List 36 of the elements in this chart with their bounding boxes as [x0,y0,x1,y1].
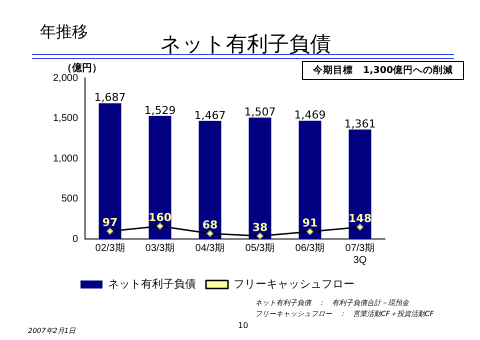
bar [248,118,272,239]
y-tick-label: 2,000 [52,72,78,84]
x-tick-label: 07/3期 3Q [345,242,375,266]
text: 10 [238,321,248,330]
data-label: 148 [348,212,372,225]
bar [348,129,372,239]
bar [298,120,322,239]
data-label: 91 [302,216,318,230]
data-label: 1,529 [144,104,176,117]
x-tick-label: 05/3期 [245,242,275,254]
x-tick-label: 02/3期 [95,242,125,254]
data-label: 38 [252,220,268,234]
data-label: 97 [102,216,118,230]
y-tick-label: 1,500 [52,113,78,124]
chart-title: ネット有利子負債 [160,31,331,58]
legend-label: フリーキャッシュフロー [234,278,354,291]
bar [148,116,172,239]
bar [98,103,122,239]
data-label: 1,469 [294,108,326,122]
bar [198,120,222,239]
legend-label: ネット有利子負債 [108,278,196,291]
y-axis-title: （億円） [62,62,102,74]
data-label: 1,361 [344,117,376,130]
data-label: 68 [202,218,218,232]
data-label: 160 [148,210,172,224]
x-tick-label: 06/3期 [295,242,325,254]
chart-subtitle: 年推移 [40,22,88,43]
y-tick-label: 1,000 [52,153,78,164]
data-label: 1,507 [244,106,276,119]
data-label: 1,467 [194,108,226,122]
y-tick-label: 0 [72,234,78,245]
text: 今期目標 1,300億円への削減 [302,61,464,80]
data-label: 1,687 [94,91,126,104]
x-tick-label: 04/3期 [195,242,225,254]
x-tick-label: 03/3期 [145,242,175,254]
y-tick-label: 500 [61,194,78,204]
